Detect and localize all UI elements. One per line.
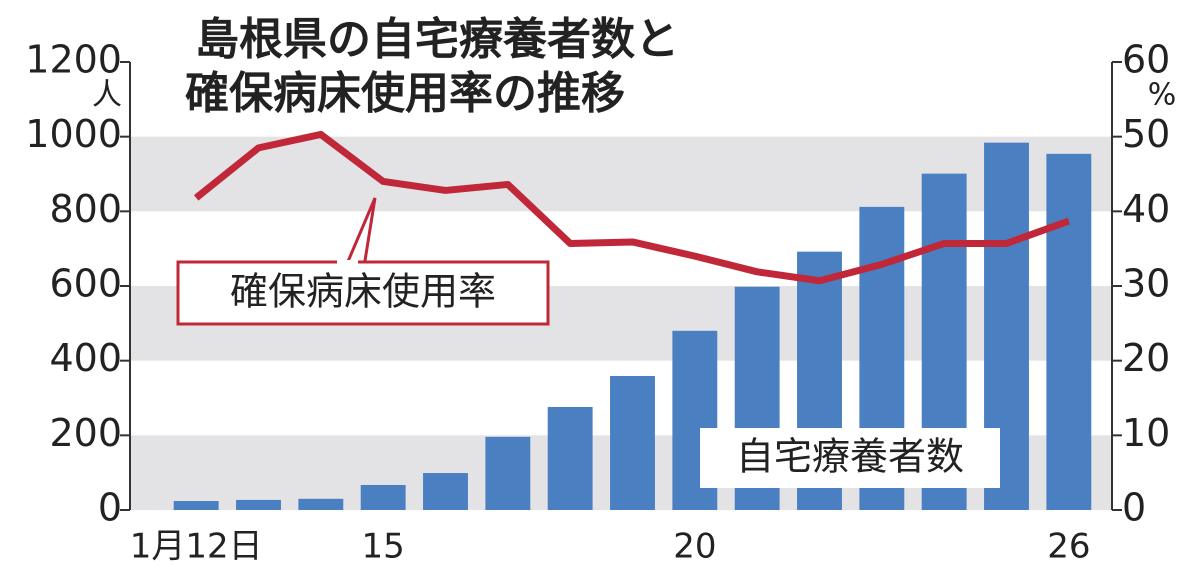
bar: [1046, 153, 1092, 510]
y2-tick-label: 60: [1122, 38, 1170, 82]
y2-tick-label: 10: [1122, 411, 1170, 455]
y-tick-label: 1200: [25, 38, 122, 82]
y2-tick-label: 0: [1122, 486, 1146, 530]
x-tick-label: 20: [673, 527, 716, 567]
label-box: [700, 428, 1000, 488]
bar: [298, 498, 344, 510]
bar: [485, 436, 531, 510]
chart-title: 確保病床使用率の推移: [185, 68, 625, 119]
bar: [547, 406, 593, 510]
y-tick-label: 800: [49, 187, 122, 231]
x-tick-label: 26: [1047, 527, 1090, 567]
y2-tick-label: 30: [1122, 262, 1170, 306]
line: [193, 130, 1071, 285]
series-label: 確保病床使用率: [230, 270, 496, 314]
x-tick-label: 1月12日: [130, 527, 263, 567]
bar: [173, 501, 219, 510]
y-unit: 人: [92, 78, 122, 113]
series-label: 自宅療養者数: [736, 435, 964, 479]
chart-title: 島根県の自宅療養者数と: [195, 14, 679, 65]
label-box: [176, 260, 550, 326]
y2-unit: %: [1148, 78, 1177, 113]
bar: [236, 499, 281, 510]
y-tick-label: 1000: [25, 112, 122, 156]
bar: [610, 375, 655, 510]
y-tick-label: 600: [49, 262, 122, 306]
y-tick-label: 400: [49, 336, 122, 380]
y-tick-label: 200: [49, 411, 122, 455]
y2-tick-label: 20: [1122, 336, 1170, 380]
y2-tick-label: 40: [1122, 187, 1170, 231]
y-tick-label: 0: [98, 486, 122, 530]
bar: [423, 473, 468, 510]
x-tick-label: 15: [362, 527, 405, 567]
bar: [360, 484, 406, 510]
y2-tick-label: 50: [1122, 112, 1170, 156]
